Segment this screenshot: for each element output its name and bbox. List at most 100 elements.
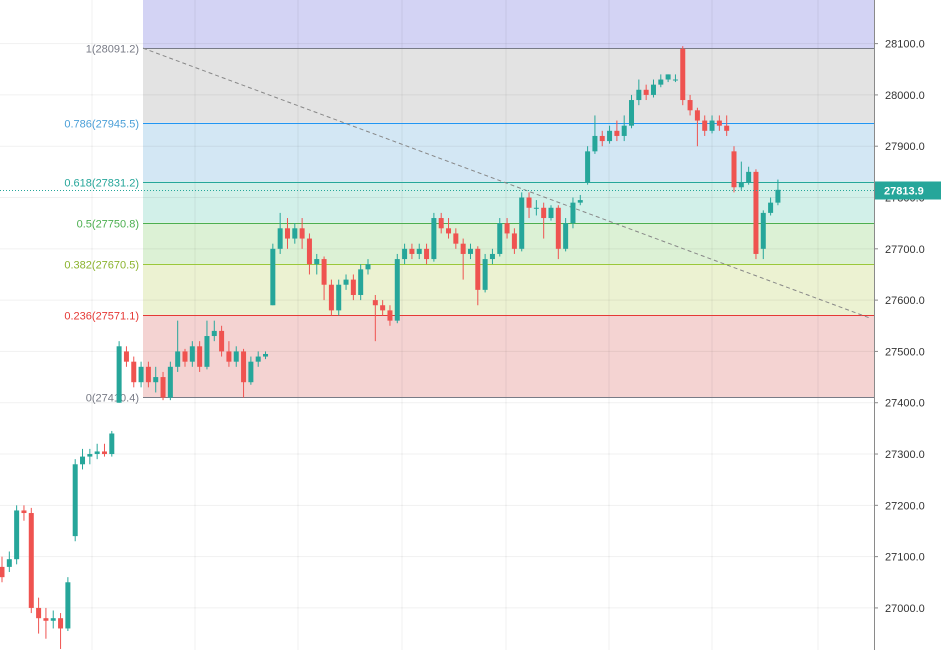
candle <box>284 218 290 249</box>
candle-body <box>555 207 561 249</box>
candle <box>116 341 122 403</box>
candle-body <box>768 202 774 213</box>
candle <box>387 305 393 326</box>
candles <box>0 46 781 649</box>
candle <box>6 551 12 573</box>
candle-body <box>219 330 225 352</box>
price-axis[interactable]: 27000.0 27100.0 27200.0 27300.0 27400.0 27500… <box>874 39 925 615</box>
axis-tick-label: 27700.0 <box>885 244 925 256</box>
candle-body <box>138 366 144 383</box>
candle <box>248 356 254 385</box>
candle-body <box>292 228 298 239</box>
candle <box>519 192 525 252</box>
candle <box>431 212 437 262</box>
candle <box>255 351 261 367</box>
candle <box>145 361 151 388</box>
candle-body <box>233 351 239 362</box>
candle-body <box>277 228 283 249</box>
candle-body <box>306 238 312 265</box>
candle-body <box>636 89 642 101</box>
candle <box>131 356 137 388</box>
candle-body <box>263 353 269 357</box>
candle-body <box>167 366 173 398</box>
candle-body <box>14 510 20 560</box>
candle-body <box>599 135 605 142</box>
candle <box>541 202 547 239</box>
candle <box>709 115 715 134</box>
candle <box>467 243 473 260</box>
candle-body <box>446 228 452 234</box>
fib-label-0.236: 0.236(27571.1) <box>64 311 139 323</box>
candle-body <box>145 366 151 383</box>
current-price-tag-label: 27813.9 <box>884 186 924 198</box>
candle <box>219 325 225 357</box>
candle <box>694 107 700 147</box>
candle <box>416 243 422 260</box>
candle-body <box>475 248 481 290</box>
fib-label-0.786: 0.786(27945.5) <box>64 119 139 131</box>
candle-body <box>431 218 437 260</box>
candle <box>731 146 737 193</box>
candle <box>504 218 510 239</box>
axis-tick-label: 27900.0 <box>885 141 925 153</box>
candle-body <box>328 284 334 311</box>
candle <box>109 430 115 457</box>
candle-body <box>548 207 554 219</box>
candle-body <box>197 346 203 367</box>
candle <box>489 248 495 265</box>
candle-body <box>621 125 627 136</box>
candle <box>350 274 356 301</box>
candle-body <box>394 259 400 321</box>
candle <box>160 371 166 401</box>
candle <box>526 192 532 219</box>
candle-body <box>284 228 290 239</box>
candle-body <box>746 171 752 183</box>
fib-label-0.618: 0.618(27831.2) <box>64 178 139 190</box>
candle <box>446 218 452 239</box>
candle-body <box>563 223 569 249</box>
candle-body <box>724 125 730 131</box>
current-price-tag-bg <box>875 181 941 200</box>
candle <box>687 94 693 116</box>
fib-zone-0.786 <box>143 122 874 182</box>
candle <box>702 115 708 136</box>
candle-body <box>336 284 342 311</box>
candle <box>394 253 400 324</box>
candle-body <box>402 248 408 260</box>
candle <box>482 253 488 293</box>
candle-body <box>65 582 71 629</box>
candle-body <box>131 361 137 383</box>
candle-body <box>511 233 517 249</box>
candle-body <box>607 130 613 142</box>
candle-body <box>380 305 386 311</box>
candle-body <box>497 223 503 254</box>
candle <box>306 233 312 275</box>
candle <box>197 341 203 372</box>
candle-body <box>58 618 64 629</box>
candle-body <box>350 279 356 295</box>
candle <box>292 223 298 244</box>
candle-body <box>533 207 539 209</box>
candle <box>101 443 107 457</box>
candle-body <box>321 259 327 285</box>
candle <box>263 351 269 360</box>
candle-body <box>482 259 488 290</box>
candle-body <box>753 171 759 254</box>
candle <box>460 238 466 280</box>
candle <box>226 341 232 367</box>
fib-zones <box>143 0 874 398</box>
candle-body <box>153 377 159 383</box>
candle-body <box>248 361 254 383</box>
current-price-tag: 27813.9 <box>875 181 941 200</box>
candle <box>321 256 327 301</box>
candle <box>365 259 371 275</box>
candle-body <box>387 310 393 321</box>
trend-line[interactable] <box>142 47 871 319</box>
candle <box>380 300 386 316</box>
candle-body <box>680 48 686 101</box>
candle <box>768 197 774 216</box>
fib-label-0: 0(27410.4) <box>86 393 139 405</box>
candle-body <box>585 151 591 183</box>
candle <box>402 243 408 265</box>
